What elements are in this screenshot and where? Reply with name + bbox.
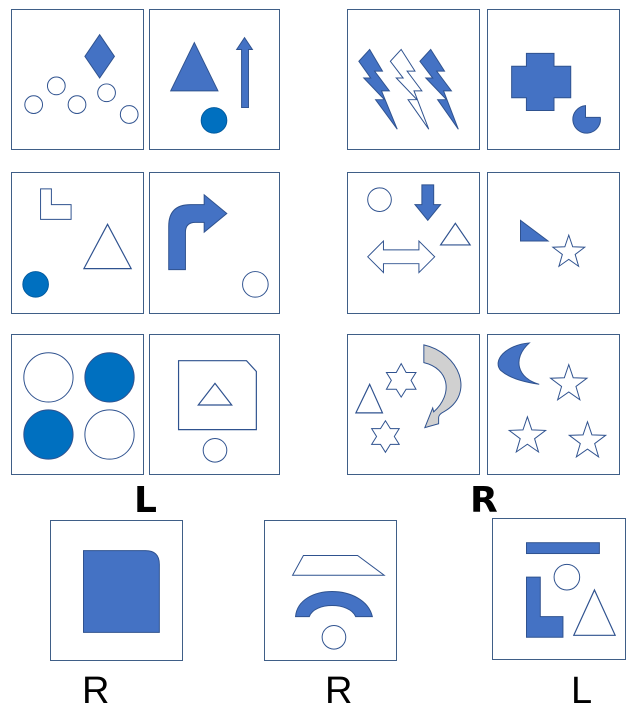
right-tile-6	[487, 334, 620, 475]
right-tile-1	[347, 9, 480, 150]
circle-shape	[24, 95, 44, 114]
answer-tile-2	[264, 520, 397, 661]
double-arrow-shape	[367, 239, 436, 274]
left-tile-1	[11, 9, 144, 150]
answer-tile-3	[492, 518, 626, 660]
right-triangle-shape	[520, 219, 550, 242]
circle-shape	[367, 187, 392, 212]
moon-shape	[497, 342, 540, 385]
dot-shape	[23, 409, 74, 460]
triangle-shape	[197, 382, 233, 406]
left-tile-4	[149, 172, 280, 314]
star-shape	[551, 233, 587, 268]
pie-shape	[572, 105, 601, 134]
dot-shape	[200, 107, 228, 134]
circle-shape	[46, 76, 66, 96]
left-tile-2	[149, 9, 280, 150]
right-group-label: R	[470, 480, 498, 521]
circle-shape	[23, 352, 74, 403]
l-shape	[526, 576, 564, 638]
trapezoid-shape	[291, 555, 386, 576]
star-shape	[567, 420, 608, 459]
left-group-label: L	[134, 480, 157, 521]
right-tile-3	[347, 172, 480, 314]
lightning-bolt-shape	[358, 48, 398, 130]
lightning-bolt-shape	[419, 48, 459, 130]
triangle-shape	[572, 588, 617, 636]
circle-shape	[67, 95, 87, 114]
triangle-shape	[169, 41, 219, 92]
star-shape	[507, 415, 548, 454]
circle-shape	[242, 271, 269, 298]
answer-2-label: R	[325, 670, 353, 712]
circle-shape	[84, 409, 135, 460]
answer-3-label: L	[571, 670, 593, 712]
star-shape	[549, 363, 589, 401]
circle-shape	[553, 563, 581, 591]
dot-shape	[22, 271, 49, 298]
hexagram-shape	[370, 419, 401, 454]
diamond-shape	[84, 33, 116, 79]
left-tile-3	[11, 172, 144, 314]
arch-shape	[294, 590, 373, 618]
triangle-shape	[354, 382, 384, 414]
circle-shape	[202, 437, 228, 463]
bar-shape	[526, 542, 600, 555]
answer-tile-1	[50, 520, 183, 661]
triangle-shape	[82, 223, 133, 270]
circle-shape	[119, 105, 139, 124]
cross-shape	[511, 52, 572, 112]
right-tile-5	[347, 334, 480, 475]
triangle-shape	[439, 222, 472, 246]
l-shape	[40, 188, 72, 220]
right-tile-4	[487, 172, 620, 314]
left-tile-5	[11, 334, 144, 475]
dot-shape	[84, 352, 135, 403]
left-tile-6	[149, 334, 280, 475]
lightning-bolt-shape	[389, 48, 430, 130]
up-arrow-shape	[235, 36, 254, 109]
bent-arrow-shape	[168, 193, 228, 271]
answer-1-label: R	[82, 670, 110, 712]
circle-shape	[321, 624, 347, 650]
curved-arrow-shape	[423, 344, 462, 429]
rounded-square-shape	[83, 550, 160, 633]
right-tile-2	[487, 9, 620, 150]
down-arrow-shape	[413, 184, 442, 222]
circle-shape	[97, 83, 116, 103]
hexagram-shape	[385, 362, 417, 399]
